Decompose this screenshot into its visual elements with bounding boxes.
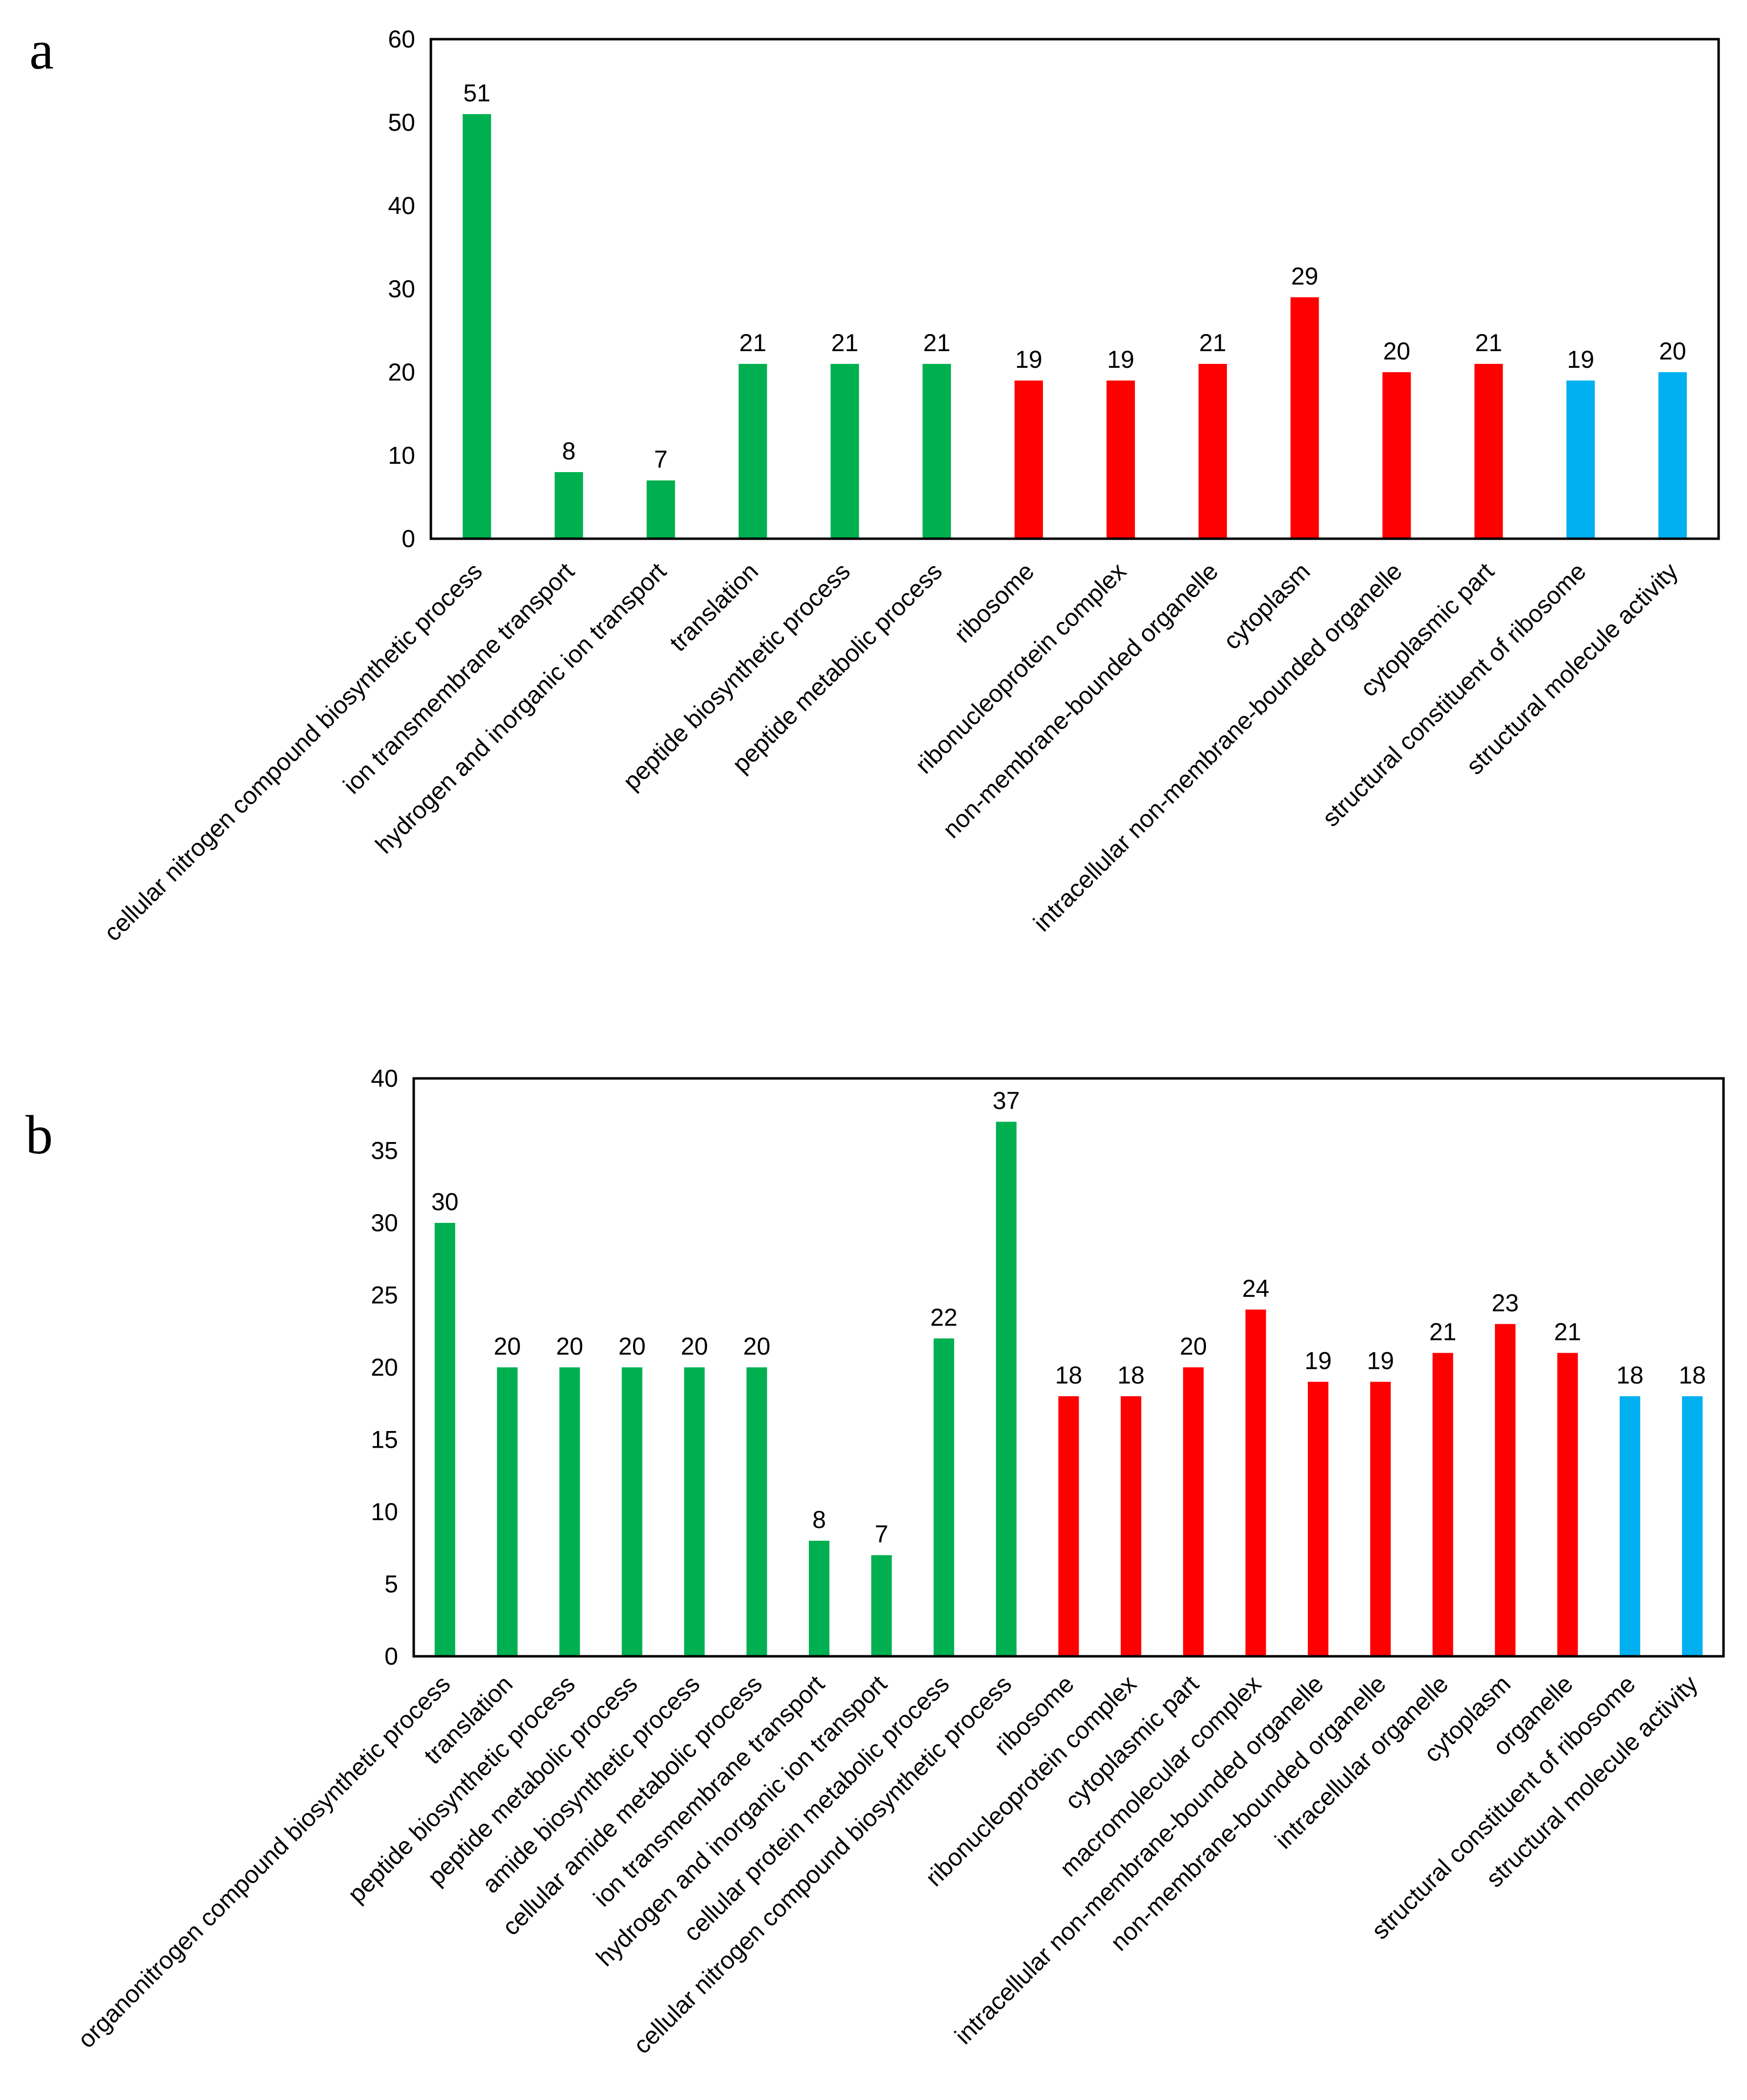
panel-a-bar — [1106, 381, 1135, 539]
panel-b-data-label: 18 — [1117, 1361, 1145, 1389]
panel-b-bar — [497, 1367, 518, 1656]
panel-b-bar — [434, 1223, 455, 1656]
panel-b-bar — [1245, 1310, 1266, 1656]
panel-b-data-labels: 30 20 20 20 20 20 8 7 22 37 18 18 20 24 19 19 21 23 21 18 18 — [431, 1087, 1706, 1548]
panel-a-bar — [646, 480, 675, 539]
panel-b-data-label: 22 — [930, 1304, 958, 1331]
panel-b-data-label: 19 — [1367, 1347, 1394, 1375]
panel-b-data-label: 20 — [494, 1333, 521, 1360]
panel-b-data-label: 20 — [618, 1333, 646, 1360]
panel-b-letter: b — [25, 1105, 53, 1166]
panel-b-y-axis-ticks: 0 5 10 15 20 25 30 35 40 — [371, 1065, 398, 1670]
panel-b-y-tick-label: 30 — [371, 1209, 398, 1237]
panel-a-bar — [554, 472, 583, 539]
panel-b-bar — [1120, 1396, 1141, 1656]
panel-a-letter: a — [29, 20, 54, 81]
panel-b-y-tick-label: 25 — [371, 1282, 398, 1309]
panel-b-bar — [1619, 1396, 1640, 1656]
panel-b-data-label: 20 — [681, 1333, 708, 1360]
panel-a-y-tick-label: 60 — [388, 25, 415, 53]
panel-b-data-label: 18 — [1616, 1361, 1644, 1389]
panel-a-bar — [1474, 364, 1503, 539]
panel-a-bar — [1566, 381, 1595, 539]
panel-b-y-tick-label: 15 — [371, 1426, 398, 1454]
panel-b-bar — [1682, 1396, 1703, 1656]
panel-b-data-label: 18 — [1678, 1361, 1706, 1389]
panel-a-bars — [462, 114, 1687, 539]
panel-a-data-labels: 51 8 7 21 21 21 19 19 21 29 20 21 19 20 — [463, 79, 1686, 473]
panel-a-bar — [1382, 372, 1411, 539]
panel-b-y-tick-label: 40 — [371, 1065, 398, 1092]
panel-a-data-label: 7 — [654, 446, 668, 473]
panel-b-plot-frame — [412, 1077, 1725, 1658]
panel-b-bar — [1557, 1353, 1578, 1656]
panel-b-bar — [808, 1541, 829, 1656]
panel-a-data-label: 21 — [739, 329, 767, 357]
panel-a-y-tick-label: 40 — [388, 192, 415, 219]
panel-b-data-label: 37 — [992, 1087, 1020, 1115]
panel-b-y-tick-label: 0 — [384, 1643, 398, 1670]
panel-b-bar — [1370, 1382, 1391, 1656]
panel-a-data-label: 21 — [1199, 329, 1227, 357]
panel-a-plot-frame — [429, 38, 1720, 540]
panel-b-bars — [434, 1122, 1703, 1656]
panel-a-y-axis-ticks: 0 10 20 30 40 50 60 — [388, 25, 415, 552]
panel-b-data-label: 20 — [556, 1333, 584, 1360]
panel-a-data-label: 29 — [1291, 262, 1319, 290]
panel-b-data-label: 18 — [1055, 1361, 1083, 1389]
panel-b-bar — [996, 1122, 1017, 1656]
panel-b-bar — [1058, 1396, 1079, 1656]
panel-a-bar — [1015, 381, 1043, 539]
panel-b-data-label: 23 — [1491, 1289, 1519, 1317]
panel-a-bar — [738, 364, 767, 539]
panel-a-data-label: 21 — [1475, 329, 1503, 357]
panel-b-bar — [933, 1338, 954, 1656]
panel-a-data-label: 19 — [1107, 346, 1134, 373]
panel-a-y-tick-label: 50 — [388, 109, 415, 136]
panel-b-data-label: 20 — [743, 1333, 771, 1360]
panel-b-data-label: 21 — [1429, 1318, 1457, 1346]
panel-a-y-tick-label: 0 — [401, 525, 415, 552]
panel-a-y-tick-label: 10 — [388, 442, 415, 469]
panel-a-data-label: 51 — [463, 79, 491, 107]
panel-b-y-tick-label: 10 — [371, 1498, 398, 1526]
panel-b-data-label: 7 — [874, 1521, 888, 1548]
panel-b-data-label: 19 — [1304, 1347, 1332, 1375]
panel-a-y-tick-label: 30 — [388, 275, 415, 303]
panel-a-data-label: 21 — [923, 329, 950, 357]
panel-a-data-label: 21 — [831, 329, 859, 357]
panel-a-bar — [462, 114, 491, 539]
panel-a-bar — [1658, 372, 1687, 539]
panel-b-bar — [746, 1367, 767, 1656]
panel-a-data-label: 19 — [1015, 346, 1042, 373]
panel-b-y-tick-label: 35 — [371, 1137, 398, 1165]
panel-a-data-label: 8 — [562, 437, 576, 465]
panel-b-bar — [621, 1367, 642, 1656]
panel-a-bar — [922, 364, 951, 539]
panel-b-bar — [1183, 1367, 1204, 1656]
panel-b-bar — [1432, 1353, 1453, 1656]
panel-a-bar — [830, 364, 859, 539]
panel-b-y-tick-label: 5 — [384, 1571, 398, 1598]
panel-a-data-label: 20 — [1659, 337, 1686, 365]
panel-b-data-label: 24 — [1242, 1275, 1270, 1302]
panel-b-bar — [1495, 1324, 1516, 1656]
panel-a-bar — [1198, 364, 1227, 539]
panel-b-data-label: 30 — [431, 1188, 459, 1216]
panel-b-bar — [1308, 1382, 1329, 1656]
panel-b-bar — [559, 1367, 580, 1656]
panel-b-data-label: 8 — [812, 1506, 826, 1533]
panel-b-bar — [871, 1555, 892, 1656]
panel-b-data-label: 21 — [1554, 1318, 1582, 1346]
panel-b-y-tick-label: 20 — [371, 1354, 398, 1381]
panel-b-data-label: 20 — [1180, 1333, 1207, 1360]
panel-a-bar — [1290, 297, 1319, 539]
panel-b-bar — [684, 1367, 705, 1656]
panel-a-data-label: 19 — [1567, 346, 1594, 373]
panel-a-y-tick-label: 20 — [388, 358, 415, 386]
panel-a-data-label: 20 — [1383, 337, 1411, 365]
